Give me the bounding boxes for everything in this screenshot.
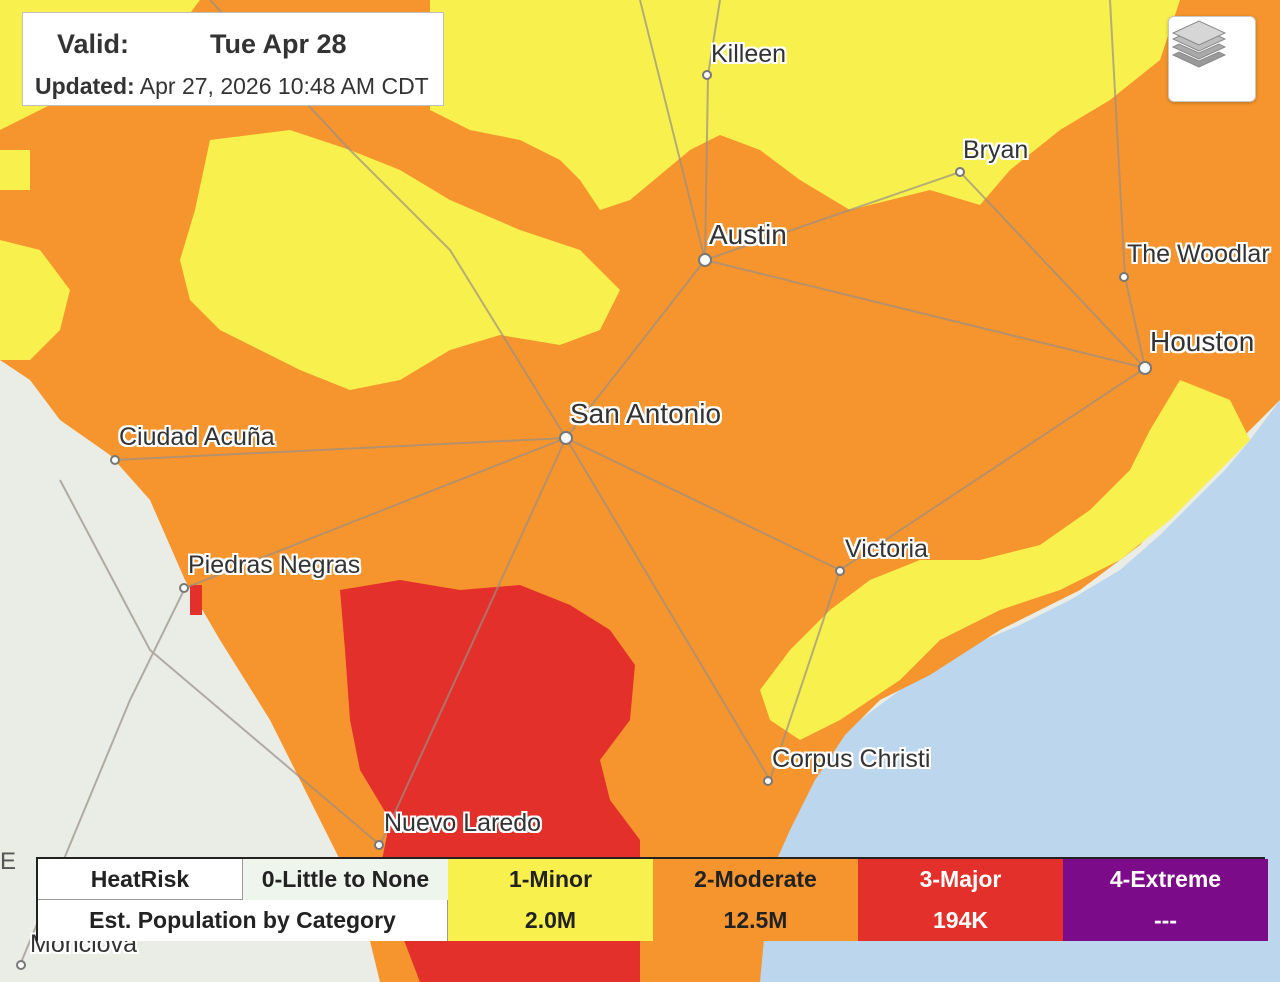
city-dot-bryan [955, 167, 965, 177]
minor-speck [350, 350, 390, 375]
city-label-bryan: Bryan [963, 136, 1029, 164]
city-label-piedras-negras: Piedras Negras [188, 551, 361, 579]
city-label-nuevo-laredo: Nuevo Laredo [384, 809, 542, 837]
legend-heatrisk-label: HeatRisk [38, 859, 243, 900]
legend-population-label: Est. Population by Category [38, 900, 448, 941]
city-dot-corpus-christi [763, 776, 773, 786]
city-dot-piedras-negras [179, 583, 189, 593]
minor-speck [0, 150, 30, 190]
layers-button[interactable] [1168, 16, 1256, 102]
city-label-austin: Austin [709, 219, 787, 250]
layers-icon [1171, 20, 1227, 68]
legend-category-2: 2-Moderate [653, 859, 858, 900]
city-dot-austin [698, 253, 712, 267]
city-label-houston: Houston [1150, 326, 1255, 357]
updated-label: Updated: [35, 73, 135, 99]
updated-value: Apr 27, 2026 10:48 AM CDT [139, 73, 429, 99]
legend-population-3: 194K [858, 900, 1063, 941]
legend-category-1: 1-Minor [448, 859, 653, 900]
city-dot-san-antonio [559, 431, 573, 445]
legend-population-1: 2.0M [448, 900, 653, 941]
heatrisk-legend: HeatRisk 0-Little to None 1-Minor 2-Mode… [36, 857, 1268, 941]
legend-population-2: 12.5M [653, 900, 858, 941]
valid-date: Tue Apr 28 [210, 29, 347, 59]
legend-category-4: 4-Extreme [1063, 859, 1268, 900]
major-speck [190, 585, 202, 615]
minor-region-far-west [0, 240, 70, 360]
city-label-ciudad-acuna: Ciudad Acuña [119, 423, 275, 451]
city-dot-ciudad-acuna [110, 455, 120, 465]
city-dot-the-woodlands [1119, 272, 1129, 282]
city-dot-houston [1138, 361, 1152, 375]
city-label-san-antonio: San Antonio [570, 398, 722, 429]
city-label-corpus-christi: Corpus Christi [772, 745, 931, 773]
gulf-water [755, 400, 1280, 982]
minor-region-northwest [180, 130, 620, 390]
minor-region-north [430, 0, 1180, 210]
legend-population-4: --- [1063, 900, 1268, 941]
map-edge-letter: E [0, 848, 17, 875]
city-dot-monclova [16, 960, 26, 970]
validity-info-box: Valid: Tue Apr 28 Updated: Apr 27, 2026 … [22, 12, 444, 106]
legend-category-3: 3-Major [858, 859, 1063, 900]
legend-category-0: 0-Little to None [243, 859, 448, 900]
city-dot-killeen [702, 70, 712, 80]
city-dot-victoria [835, 566, 845, 576]
updated-line: Updated: Apr 27, 2026 10:48 AM CDT [35, 73, 429, 100]
valid-label: Valid: [57, 29, 130, 59]
city-dot-nuevo-laredo [374, 840, 384, 850]
city-label-the-woodlands: The Woodlar [1127, 240, 1270, 268]
city-label-victoria: Victoria [845, 535, 928, 563]
minor-region-coast [760, 380, 1250, 740]
city-label-killeen: Killeen [711, 40, 787, 68]
